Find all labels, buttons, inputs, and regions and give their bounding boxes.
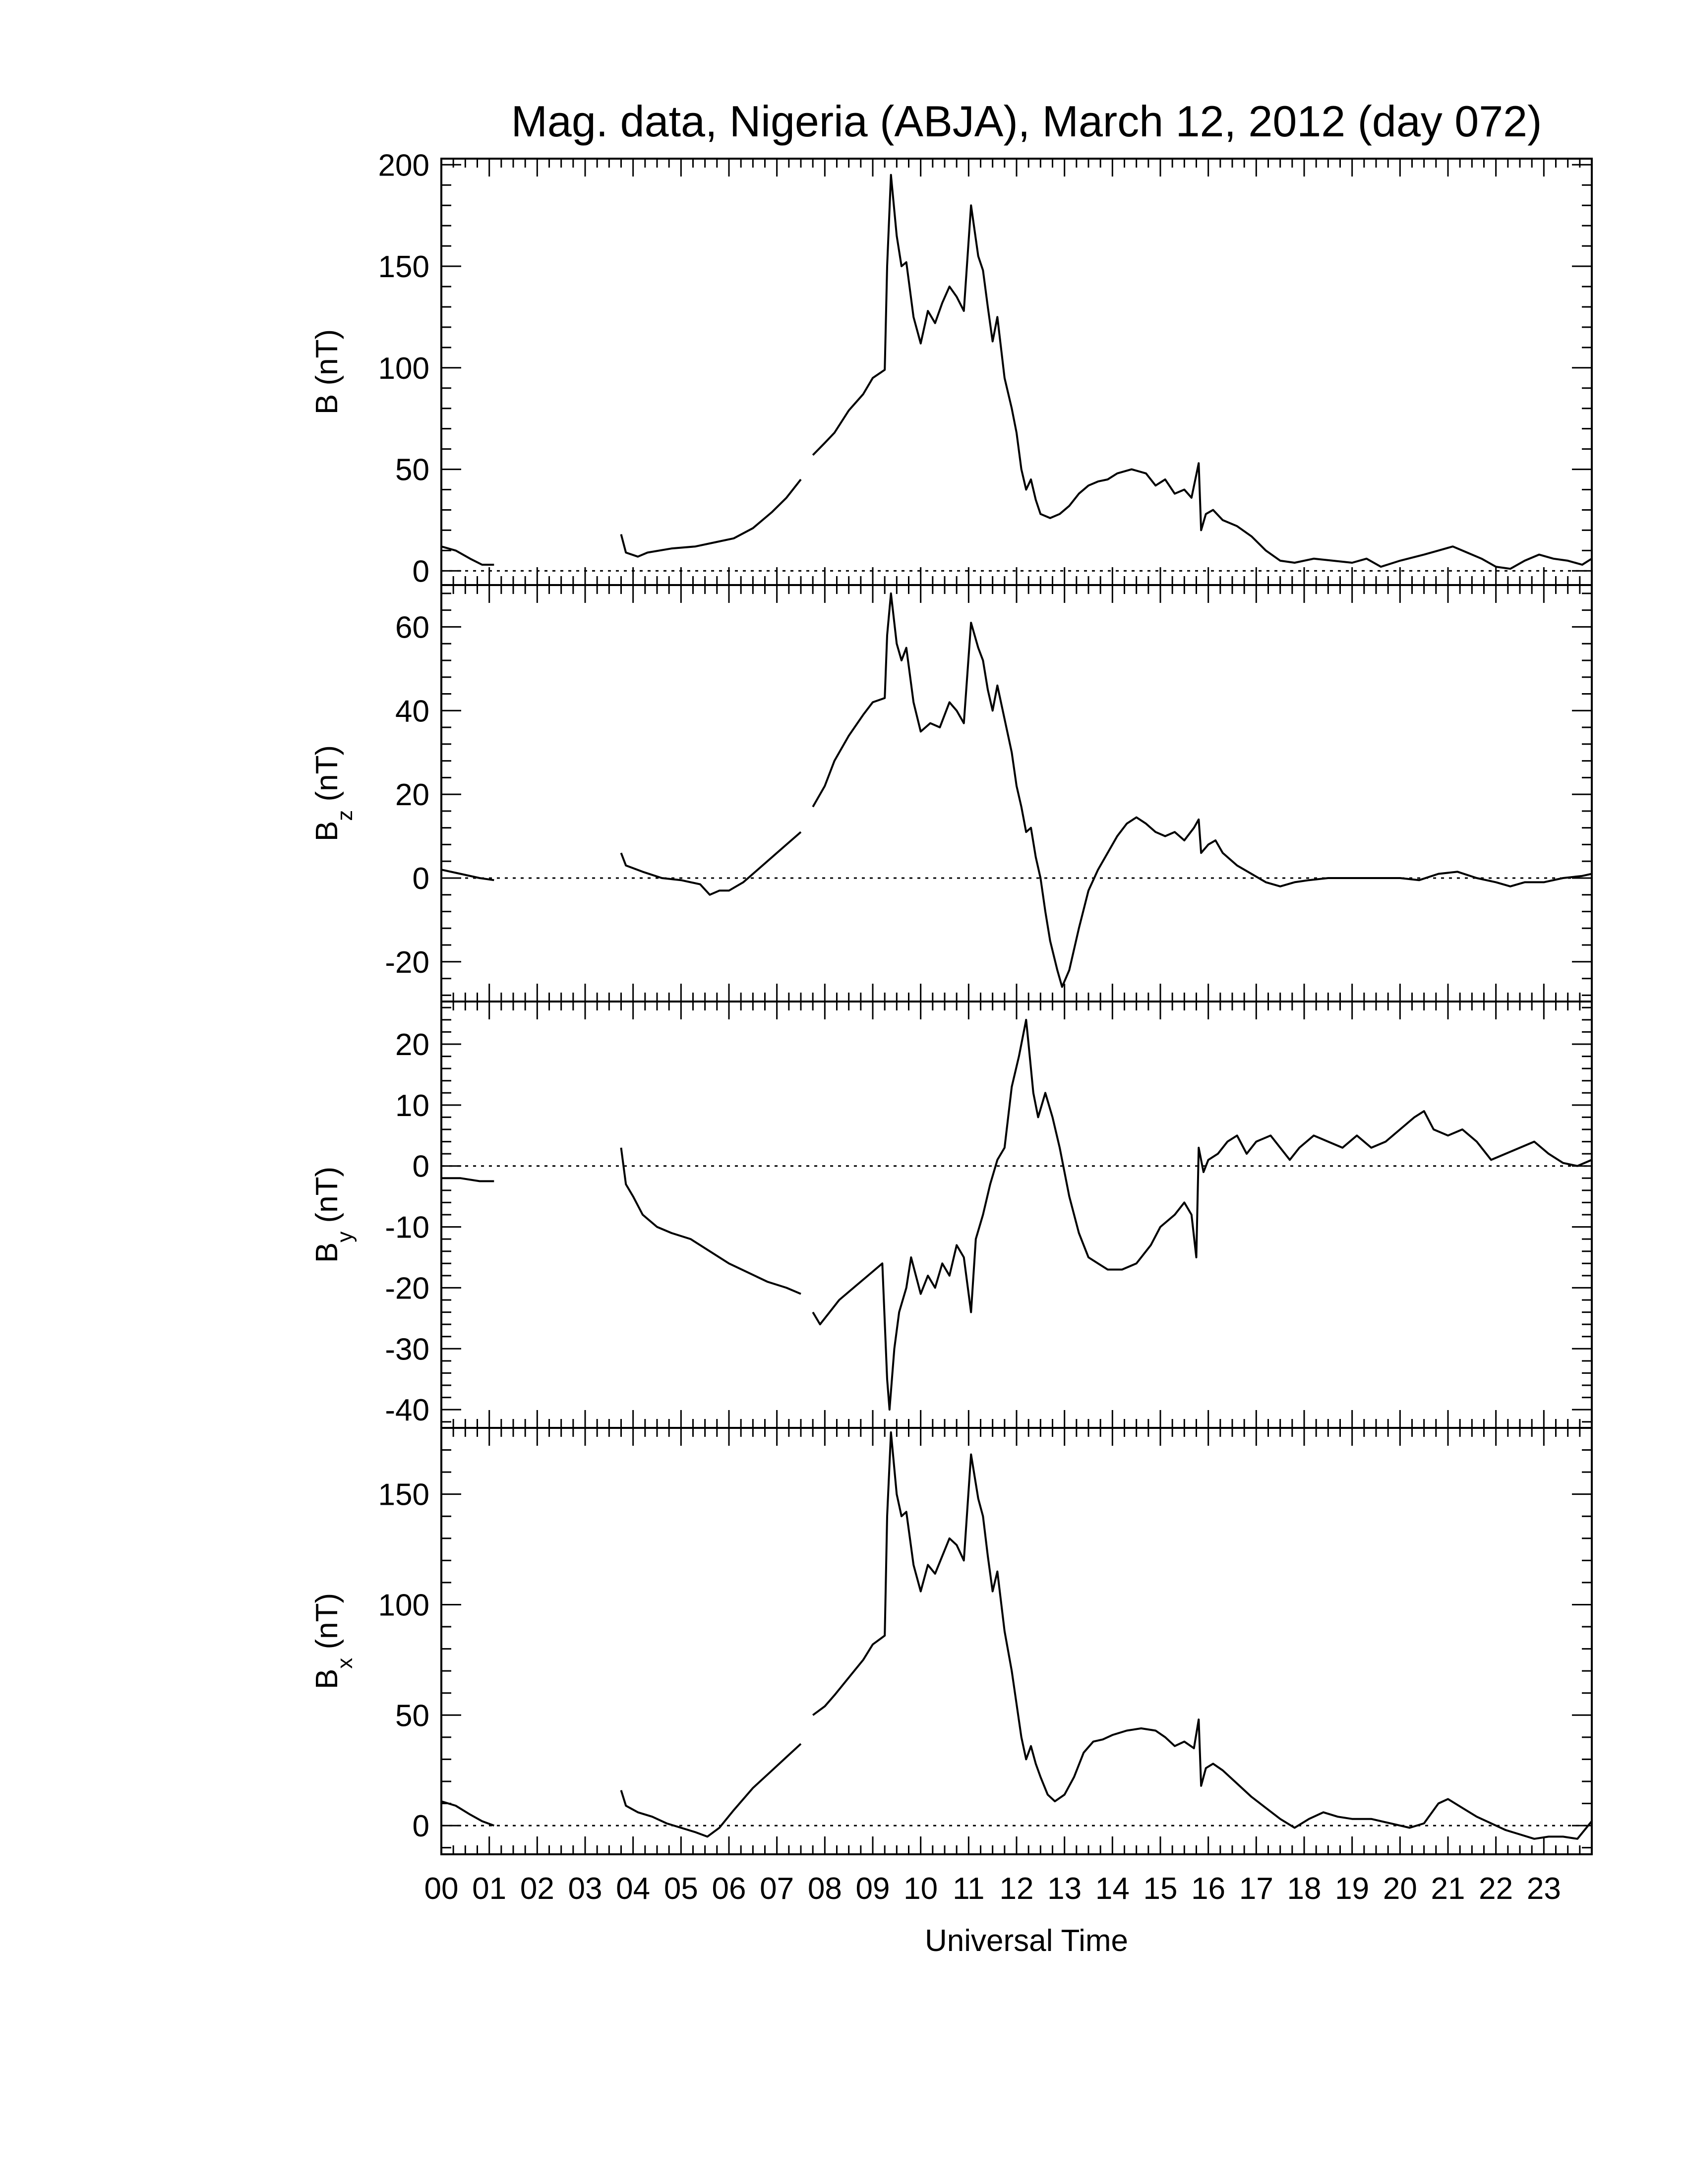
series-line-By: [620, 1147, 801, 1295]
y-axis-label-sub: z: [333, 810, 357, 821]
x-axis-label: Universal Time: [925, 1924, 1128, 1958]
x-tick-label: 07: [760, 1872, 794, 1906]
x-tick-label: 04: [616, 1872, 650, 1906]
y-tick-label: 0: [413, 862, 429, 896]
y-tick-label: 0: [413, 1150, 429, 1184]
series-line-By: [441, 1177, 494, 1182]
y-tick-label: 100: [378, 1588, 429, 1622]
series-line-Bz: [812, 592, 1592, 988]
series-line-Bx: [620, 1743, 802, 1838]
y-axis-label: Bz (nT): [310, 745, 357, 841]
x-tick-label: 19: [1335, 1872, 1369, 1906]
y-axis-label-unit: (nT): [310, 1593, 344, 1658]
y-tick-label: 40: [395, 694, 429, 728]
y-axis-label-main: B: [310, 394, 344, 414]
y-tick-label: -20: [385, 945, 429, 980]
x-tick-label: 12: [1000, 1872, 1034, 1906]
x-tick-label: 06: [712, 1872, 746, 1906]
series-line-Bx: [812, 1431, 1592, 1840]
x-tick-label: 22: [1479, 1872, 1513, 1906]
y-axis-label-unit: (nT): [310, 1167, 344, 1232]
y-axis-label-main: B: [310, 821, 344, 841]
series-line-B: [441, 545, 494, 566]
panel-Bz: -20 0 20 40 60 Bz (nT): [310, 584, 1593, 1003]
series-line-Bz: [441, 869, 494, 882]
panel-frame: [440, 584, 1593, 1003]
x-tick-label: 21: [1431, 1872, 1465, 1906]
x-tick-label: 05: [664, 1872, 698, 1906]
y-axis-label-main: B: [310, 1669, 344, 1689]
series-line-Bx: [441, 1800, 494, 1827]
y-tick-label: 10: [395, 1089, 429, 1123]
y-tick-label: 150: [378, 1478, 429, 1512]
y-tick-label: 60: [395, 610, 429, 645]
y-axis-label-unit: (nT): [310, 745, 344, 810]
y-axis-label: Bx (nT): [310, 1593, 357, 1689]
y-tick-label: -10: [385, 1211, 429, 1245]
x-tick-label: 23: [1527, 1872, 1561, 1906]
y-tick-label: 20: [395, 778, 429, 812]
y-axis-label-main: B: [310, 1242, 344, 1263]
y-axis-label: By (nT): [310, 1167, 357, 1263]
series-line-B: [620, 478, 802, 558]
x-tick-label: 18: [1287, 1872, 1322, 1906]
x-tick-label: 16: [1191, 1872, 1225, 1906]
y-tick-label: 150: [378, 250, 429, 284]
series-line-B: [812, 174, 1592, 570]
y-tick-label: -40: [385, 1393, 429, 1427]
y-tick-label: 20: [395, 1028, 429, 1062]
panel-Bx: 0 50 100 150 Bx (nT): [310, 1427, 1593, 1855]
x-tick-label: 09: [856, 1872, 890, 1906]
y-axis-label: B (nT): [310, 329, 344, 414]
x-tick-label: 11: [953, 1872, 984, 1906]
y-tick-label: 0: [413, 1809, 429, 1843]
panel-By: -40 -30 -20 -10 0 10 20 By (nT): [310, 1001, 1593, 1429]
x-tick-label: 01: [472, 1872, 506, 1906]
x-tick-label: 20: [1383, 1872, 1417, 1906]
x-tick-label: 13: [1047, 1872, 1082, 1906]
y-tick-label: 50: [395, 453, 429, 487]
x-tick-label: 02: [520, 1872, 554, 1906]
chart-title: Mag. data, Nigeria (ABJA), March 12, 201…: [511, 97, 1542, 146]
x-tick-label: 08: [808, 1872, 842, 1906]
y-axis-label-sub: x: [333, 1658, 357, 1669]
y-tick-label: 50: [395, 1699, 429, 1733]
x-tick-label: 03: [568, 1872, 602, 1906]
x-tick-label: 17: [1239, 1872, 1273, 1906]
series-line-Bz: [620, 831, 802, 896]
x-tick-label: 14: [1095, 1872, 1130, 1906]
panel-frame: [440, 158, 1593, 586]
x-tick-labels: 00 01 02 03 04 05 06 07 08 09 10 11 12 13 14 15 16 17 18 19…: [424, 1872, 1561, 1906]
panel-B: 0 50 100 150 200 B (nT): [310, 148, 1593, 589]
x-tick-label: 10: [903, 1872, 938, 1906]
x-tick-label: 00: [424, 1872, 459, 1906]
series-line-By: [812, 1018, 1592, 1411]
y-tick-label: -30: [385, 1332, 429, 1366]
y-tick-label: -20: [385, 1271, 429, 1305]
panel-frame: [440, 1427, 1593, 1855]
y-tick-label: 0: [413, 554, 429, 589]
y-tick-label: 200: [378, 148, 429, 182]
y-axis-label-sub: y: [333, 1232, 357, 1242]
y-tick-label: 100: [378, 352, 429, 386]
x-tick-label: 15: [1144, 1872, 1178, 1906]
y-axis-label-unit: (nT): [310, 329, 344, 394]
